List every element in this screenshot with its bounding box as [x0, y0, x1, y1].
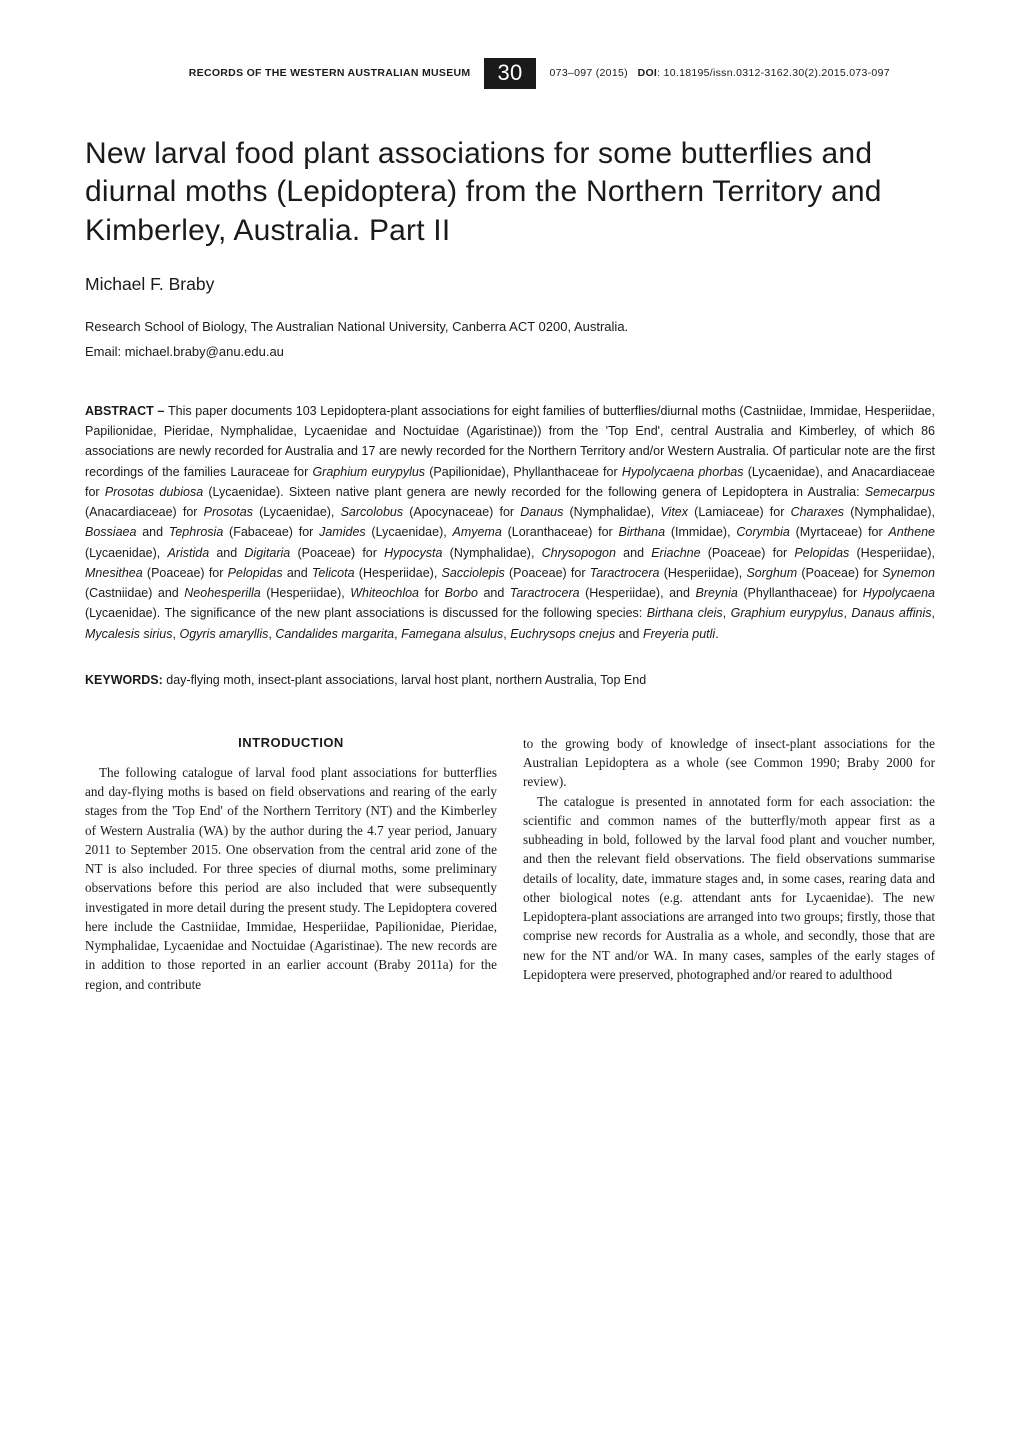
body-paragraph: The following catalogue of larval food p… — [85, 763, 497, 994]
author-name: Michael F. Braby — [85, 274, 935, 295]
section-heading-introduction: INTRODUCTION — [85, 734, 497, 753]
author-email: Email: michael.braby@anu.edu.au — [85, 342, 935, 363]
page: RECORDS OF THE WESTERN AUSTRALIAN MUSEUM… — [0, 0, 1020, 1044]
body-paragraph: to the growing body of knowledge of inse… — [523, 734, 935, 792]
keywords-body: day-flying moth, insect-plant associatio… — [163, 673, 646, 687]
body-columns: INTRODUCTION The following catalogue of … — [85, 734, 935, 994]
abstract-body: This paper documents 103 Lepidoptera-pla… — [85, 404, 935, 641]
header-meta: 073–097 (2015) DOI: 10.18195/issn.0312-3… — [536, 58, 935, 89]
doi-value: : 10.18195/issn.0312-3162.30(2).2015.073… — [657, 67, 890, 79]
column-left: INTRODUCTION The following catalogue of … — [85, 734, 497, 994]
affiliation: Research School of Biology, The Australi… — [85, 317, 935, 338]
abstract-label: ABSTRACT – — [85, 404, 168, 418]
body-paragraph: The catalogue is presented in annotated … — [523, 792, 935, 985]
page-range: 073–097 (2015) — [550, 67, 628, 79]
doi-label: DOI — [638, 67, 658, 79]
keywords: KEYWORDS: day-flying moth, insect-plant … — [85, 670, 935, 690]
abstract: ABSTRACT – This paper documents 103 Lepi… — [85, 401, 935, 644]
journal-name: RECORDS OF THE WESTERN AUSTRALIAN MUSEUM — [85, 58, 484, 89]
running-header: RECORDS OF THE WESTERN AUSTRALIAN MUSEUM… — [85, 58, 935, 89]
article-title: New larval food plant associations for s… — [85, 135, 935, 250]
column-right: to the growing body of knowledge of inse… — [523, 734, 935, 994]
volume-number: 30 — [484, 58, 535, 89]
keywords-label: KEYWORDS: — [85, 673, 163, 687]
